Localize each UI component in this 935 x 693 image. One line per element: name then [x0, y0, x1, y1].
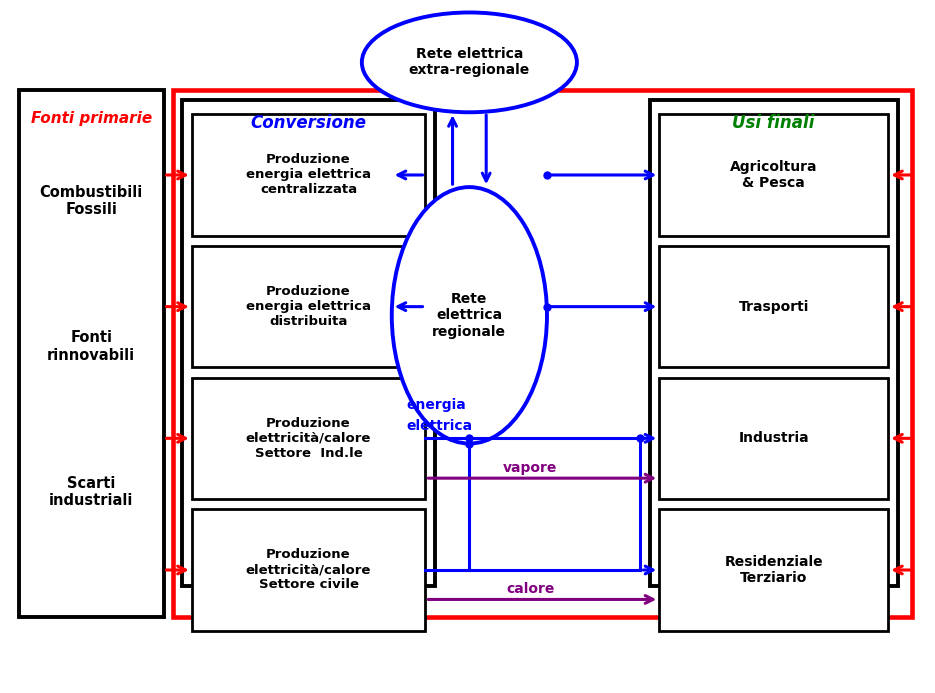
FancyBboxPatch shape	[659, 246, 888, 367]
Text: Rete elettrica
extra-regionale: Rete elettrica extra-regionale	[409, 47, 530, 78]
FancyBboxPatch shape	[192, 246, 425, 367]
Text: Usi finali: Usi finali	[732, 114, 815, 132]
FancyBboxPatch shape	[182, 100, 435, 586]
Text: Combustibili
Fossili: Combustibili Fossili	[39, 185, 143, 217]
Text: Conversione: Conversione	[251, 114, 367, 132]
Text: Produzione
elettricità/calore
Settore  Ind.le: Produzione elettricità/calore Settore In…	[246, 416, 371, 460]
FancyBboxPatch shape	[192, 114, 425, 236]
Text: vapore: vapore	[503, 461, 557, 475]
Text: Residenziale
Terziario: Residenziale Terziario	[725, 555, 823, 585]
Text: Produzione
energia elettrica
centralizzata: Produzione energia elettrica centralizza…	[246, 153, 371, 197]
Text: Fonti primarie: Fonti primarie	[31, 111, 151, 126]
Text: Produzione
elettricità/calore
Settore civile: Produzione elettricità/calore Settore ci…	[246, 548, 371, 592]
FancyBboxPatch shape	[659, 378, 888, 499]
FancyBboxPatch shape	[192, 509, 425, 631]
Text: Agricoltura
& Pesca: Agricoltura & Pesca	[730, 160, 817, 190]
Text: Scarti
industriali: Scarti industriali	[49, 476, 134, 508]
Text: calore: calore	[506, 582, 554, 596]
FancyBboxPatch shape	[19, 90, 164, 617]
Ellipse shape	[362, 12, 577, 112]
Text: energia: energia	[407, 398, 467, 412]
Text: Industria: Industria	[739, 431, 809, 446]
FancyBboxPatch shape	[659, 509, 888, 631]
Text: elettrica: elettrica	[407, 419, 473, 433]
Ellipse shape	[392, 187, 547, 444]
Text: Fonti
rinnovabili: Fonti rinnovabili	[47, 331, 136, 362]
FancyBboxPatch shape	[659, 114, 888, 236]
Text: Rete
elettrica
regionale: Rete elettrica regionale	[432, 292, 507, 338]
FancyBboxPatch shape	[192, 378, 425, 499]
Text: Produzione
energia elettrica
distribuita: Produzione energia elettrica distribuita	[246, 285, 371, 328]
Text: Trasporti: Trasporti	[739, 299, 809, 314]
FancyBboxPatch shape	[650, 100, 898, 586]
